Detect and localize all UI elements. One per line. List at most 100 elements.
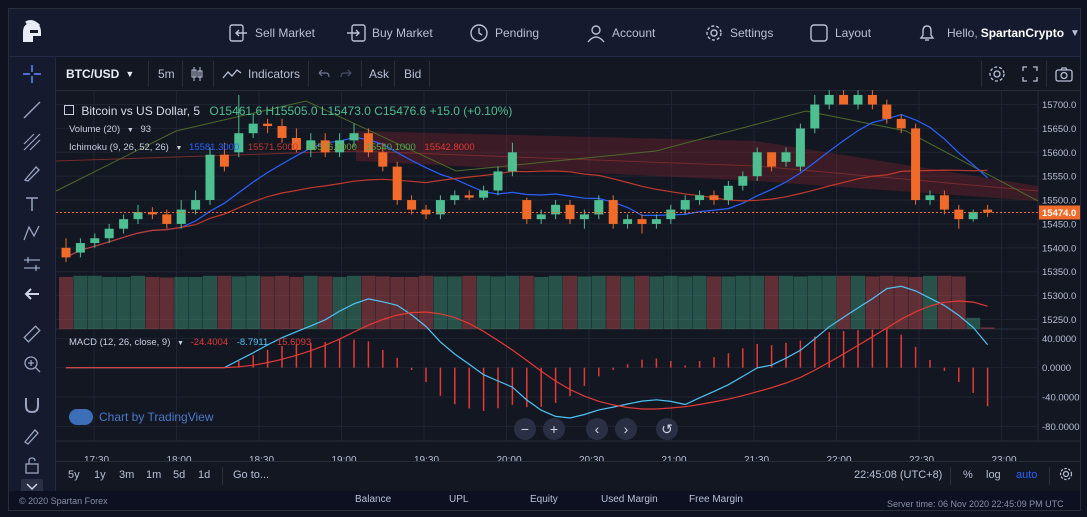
trend-line-icon[interactable] — [21, 99, 43, 121]
range-5y[interactable]: 5y — [68, 469, 80, 481]
scroll-left-button[interactable]: ‹ — [586, 418, 608, 440]
volume-bar — [577, 276, 592, 329]
chevron-down-icon[interactable]: ▼ — [175, 145, 183, 152]
zoom-out-button[interactable]: − — [514, 418, 536, 440]
pending-button[interactable]: Pending — [469, 22, 539, 44]
candle-body — [954, 209, 964, 220]
candle-body — [579, 214, 589, 220]
current-price-label: 15474.0 — [1042, 208, 1076, 219]
candle-body — [320, 140, 330, 153]
crosshair-icon[interactable] — [21, 63, 43, 85]
collapse-icon[interactable] — [64, 105, 74, 115]
pencil-lock-icon[interactable] — [21, 425, 43, 447]
range-1m[interactable]: 1m — [146, 469, 162, 481]
brush-icon[interactable] — [21, 162, 43, 184]
server-time: Server time: 06 Nov 2020 22:45:09 PM UTC — [887, 499, 1064, 509]
volume-bar — [635, 275, 649, 329]
username: SpartanCrypto — [980, 26, 1065, 40]
volume-value: 93 — [140, 124, 152, 135]
account-button[interactable]: Account — [586, 22, 655, 44]
ruler-icon[interactable] — [21, 323, 43, 345]
measure-icon[interactable] — [21, 253, 43, 275]
settings-button[interactable]: Settings — [704, 22, 773, 44]
lock-icon[interactable] — [21, 454, 43, 476]
zoom-in-button[interactable]: + — [543, 418, 565, 440]
gear-icon[interactable] — [1059, 467, 1073, 484]
interval-selector[interactable]: 5m — [158, 64, 175, 84]
range-1d[interactable]: 1d — [198, 469, 211, 481]
chevron-down-icon[interactable]: ▼ — [126, 127, 134, 134]
volume-bar — [289, 276, 304, 329]
volume-bar — [116, 276, 131, 329]
chevron-down-icon[interactable]: ▼ — [177, 340, 184, 347]
pending-label: Pending — [495, 26, 540, 40]
volume-bar — [217, 275, 232, 329]
chart-area[interactable]: 15700.0 15650.0 15600.0 15550.0 15500.0 15450… — [55, 90, 1080, 466]
clock-icon — [470, 24, 488, 42]
back-arrow-icon[interactable] — [21, 283, 43, 305]
undo-icon[interactable] — [316, 64, 330, 84]
fib-tool-icon[interactable] — [21, 131, 43, 153]
range-1y[interactable]: 1y — [94, 469, 106, 481]
redo-icon[interactable] — [340, 64, 354, 84]
log-toggle[interactable]: log — [986, 469, 1001, 481]
candle-body — [824, 95, 834, 105]
bid-button[interactable]: Bid — [404, 64, 421, 84]
tradingview-watermark[interactable]: Chart by TradingView — [69, 409, 214, 425]
volume-bar — [131, 275, 145, 329]
chart-settings-icon[interactable] — [988, 64, 1006, 84]
fullscreen-icon[interactable] — [1022, 64, 1038, 84]
price-chart[interactable]: 15700.0 15650.0 15600.0 15550.0 15500.0 15450… — [55, 90, 1080, 466]
range-3m[interactable]: 3m — [119, 469, 135, 481]
top-nav: Sell Market Buy Market Pending Account S… — [9, 9, 1080, 57]
clock-time[interactable]: 22:45:08 (UTC+8) — [854, 469, 943, 481]
candle-body — [767, 152, 777, 167]
magnet-icon[interactable] — [21, 394, 43, 416]
volume-bar — [851, 275, 865, 329]
goto-button[interactable]: Go to... — [233, 469, 270, 481]
candle-body — [853, 95, 863, 105]
macd-tick-label: 0.0000 — [1042, 363, 1071, 374]
volume-bar — [548, 275, 563, 329]
candle-body — [205, 154, 215, 201]
candle-body — [882, 104, 892, 119]
spartan-helmet-logo — [19, 20, 45, 46]
candle-body — [248, 123, 258, 134]
price-tick-label: 15550.0 — [1042, 172, 1076, 183]
volume-bar — [419, 275, 433, 329]
volume-bar — [894, 276, 909, 329]
candle-body — [925, 195, 935, 201]
macd-tick-label: 40.0000 — [1042, 334, 1076, 345]
bell-icon — [919, 25, 935, 41]
layout-button[interactable]: Layout — [809, 22, 871, 44]
indicators-button[interactable]: Indicators — [222, 64, 300, 84]
ichimoku-legend: Ichimoku (9, 26, 52, 26) ▼ 15581.3000 15… — [69, 142, 475, 153]
pattern-icon[interactable] — [21, 222, 43, 244]
ask-button[interactable]: Ask — [369, 64, 389, 84]
symbol-selector[interactable]: BTC/USD ▼ — [66, 64, 134, 84]
auto-toggle[interactable]: auto — [1016, 469, 1038, 481]
volume-bar — [246, 275, 261, 329]
ask-label: Ask — [369, 67, 390, 81]
candle-body — [522, 200, 532, 220]
candle-body — [133, 212, 143, 220]
zoom-in-icon[interactable] — [21, 353, 43, 375]
sell-market-button[interactable]: Sell Market — [229, 22, 315, 44]
buy-market-button[interactable]: Buy Market — [346, 22, 433, 44]
candle-body — [263, 123, 273, 127]
volume-bar — [447, 276, 462, 329]
camera-icon[interactable] — [1055, 64, 1073, 84]
ichimoku-cloud — [356, 131, 1038, 201]
candle-body — [623, 219, 633, 224]
range-5d[interactable]: 5d — [173, 469, 186, 481]
percent-toggle[interactable]: % — [963, 469, 973, 481]
scroll-right-button[interactable]: › — [615, 418, 637, 440]
volume-bar — [620, 276, 635, 329]
volume-bar — [951, 276, 966, 329]
text-tool-icon[interactable] — [21, 193, 43, 215]
candle-style-icon[interactable] — [189, 64, 205, 84]
user-menu[interactable]: Hello, SpartanCrypto ▼ — [917, 22, 1080, 44]
ichimoku-value-3: 15576.4000 — [306, 142, 357, 153]
candle-body — [723, 185, 733, 201]
reset-chart-button[interactable]: ↺ — [656, 418, 678, 440]
